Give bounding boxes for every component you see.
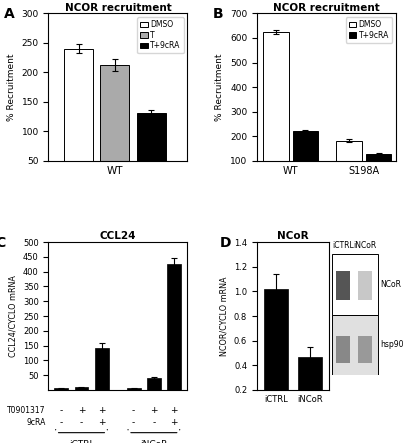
Text: -: -	[80, 418, 83, 427]
Text: -: -	[132, 406, 135, 415]
Bar	[336, 336, 350, 363]
Title: NCOR recruitment: NCOR recruitment	[65, 3, 171, 12]
Bar	[336, 271, 350, 300]
Text: +: +	[150, 406, 158, 415]
Text: A: A	[4, 8, 15, 21]
Text: B: B	[213, 8, 223, 21]
Text: +: +	[170, 418, 178, 427]
Bar	[101, 65, 129, 190]
Title: CCL24: CCL24	[100, 231, 136, 241]
Y-axis label: NCOR/CYCLO mRNA: NCOR/CYCLO mRNA	[219, 276, 228, 356]
Bar	[332, 254, 378, 315]
Text: T0901317: T0901317	[7, 406, 46, 415]
Y-axis label: CCL24/CYCLO mRNA: CCL24/CYCLO mRNA	[8, 275, 17, 357]
Text: +: +	[98, 406, 105, 415]
Bar	[358, 336, 372, 363]
Legend: DMSO, T+9cRA: DMSO, T+9cRA	[346, 17, 392, 43]
Bar	[167, 264, 181, 390]
Y-axis label: % Recruitment: % Recruitment	[215, 53, 224, 121]
Bar	[366, 154, 391, 186]
Text: +: +	[78, 406, 85, 415]
Legend: DMSO, T, T+9cRA: DMSO, T, T+9cRA	[137, 17, 184, 53]
Text: iNCoR: iNCoR	[140, 440, 168, 443]
Bar	[299, 357, 322, 415]
Text: C: C	[0, 236, 6, 250]
Bar	[263, 32, 289, 186]
Text: NCoR: NCoR	[381, 280, 402, 289]
Bar	[54, 389, 68, 390]
Text: -: -	[152, 418, 156, 427]
Title: NCoR: NCoR	[277, 231, 309, 241]
Text: iCTRL: iCTRL	[69, 440, 94, 443]
Bar	[64, 49, 93, 190]
Bar	[74, 388, 88, 390]
Bar	[147, 378, 161, 390]
Text: -: -	[60, 418, 63, 427]
Bar	[137, 113, 166, 190]
Bar	[337, 141, 362, 186]
Title: NCOR recruitment: NCOR recruitment	[273, 3, 380, 12]
Text: iNCoR: iNCoR	[353, 241, 376, 250]
Text: iCTRL: iCTRL	[332, 241, 354, 250]
Bar	[126, 389, 141, 390]
Text: -: -	[132, 418, 135, 427]
Bar	[332, 315, 378, 375]
Text: 9cRA: 9cRA	[26, 418, 46, 427]
Text: D: D	[219, 236, 231, 250]
Text: hsp90: hsp90	[381, 340, 404, 349]
Text: +: +	[98, 418, 105, 427]
Text: +: +	[170, 406, 178, 415]
Bar	[95, 349, 109, 390]
Bar	[292, 131, 318, 186]
Bar	[358, 271, 372, 300]
Text: -: -	[60, 406, 63, 415]
Bar	[264, 289, 288, 415]
Y-axis label: % Recruitment: % Recruitment	[7, 53, 16, 121]
